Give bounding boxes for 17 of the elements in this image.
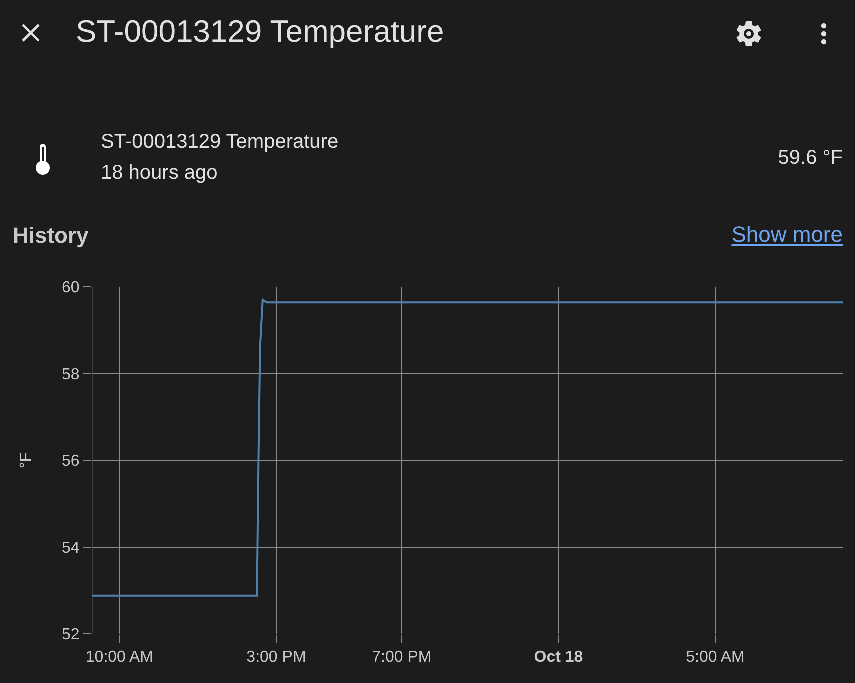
x-tick-label: 3:00 PM: [246, 649, 306, 666]
text: 18 hours ago: [101, 162, 218, 185]
text: 59.6 °F: [778, 147, 843, 170]
y-axis-title: °F: [18, 452, 35, 469]
chart-title: ST-00013129 Temperature: [101, 131, 339, 154]
x-tick-label: 10:00 AM: [86, 649, 154, 666]
y-tick-label: 54: [62, 540, 80, 557]
y-tick-label: 56: [62, 453, 80, 470]
text: History: [13, 223, 89, 249]
text: Show more: [732, 222, 843, 248]
text: ST-00013129 Temperature: [76, 14, 444, 50]
x-tick-label: Oct 18: [534, 649, 584, 666]
x-tick-label: 5:00 AM: [686, 649, 745, 666]
x-tick-label: 7:00 PM: [372, 649, 432, 666]
y-tick-label: 60: [62, 280, 80, 297]
y-tick-label: 52: [62, 626, 80, 644]
y-tick-label: 58: [62, 366, 80, 384]
